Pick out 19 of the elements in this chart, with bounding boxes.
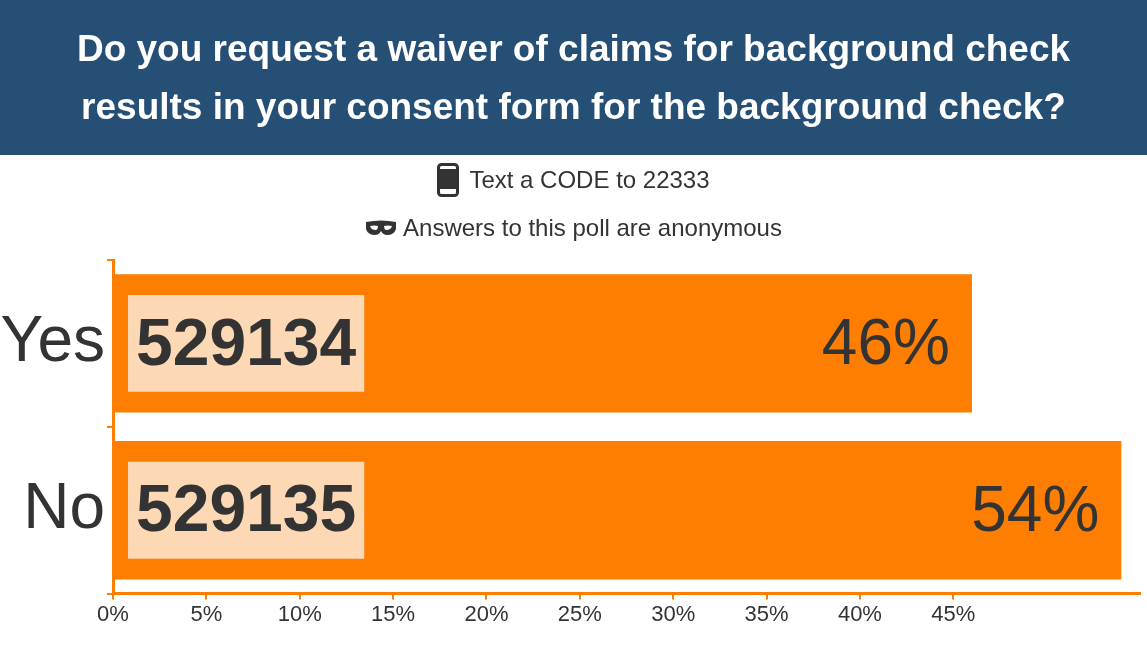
x-tick-label: 0% <box>97 600 129 626</box>
x-tick-label: 35% <box>744 600 789 626</box>
chart-subtitle: Text a CODE to 22333 <box>469 166 710 194</box>
text: Answers to this poll are anonymous <box>403 214 782 242</box>
data-label: 54% <box>971 472 1100 545</box>
annotation: 529135 <box>136 471 357 546</box>
annotation: 529134 <box>136 304 357 379</box>
x-tick-label: 45% <box>931 600 976 626</box>
x-tick-label: 25% <box>557 600 602 626</box>
chart-title: Do you request a waiver of claims for background check results in your consent form for the background check? <box>75 26 1072 129</box>
x-tick-label: 10% <box>277 600 322 626</box>
x-tick-label: 5% <box>190 600 223 626</box>
x-tick-label: 30% <box>651 600 696 626</box>
data-label: 46% <box>821 306 950 379</box>
x-tick-label: 40% <box>837 600 882 626</box>
y-tick-label: Yes <box>0 303 105 376</box>
y-tick-label: No <box>23 469 105 542</box>
x-tick-label: 15% <box>371 600 416 626</box>
x-tick-label: 20% <box>464 600 509 626</box>
